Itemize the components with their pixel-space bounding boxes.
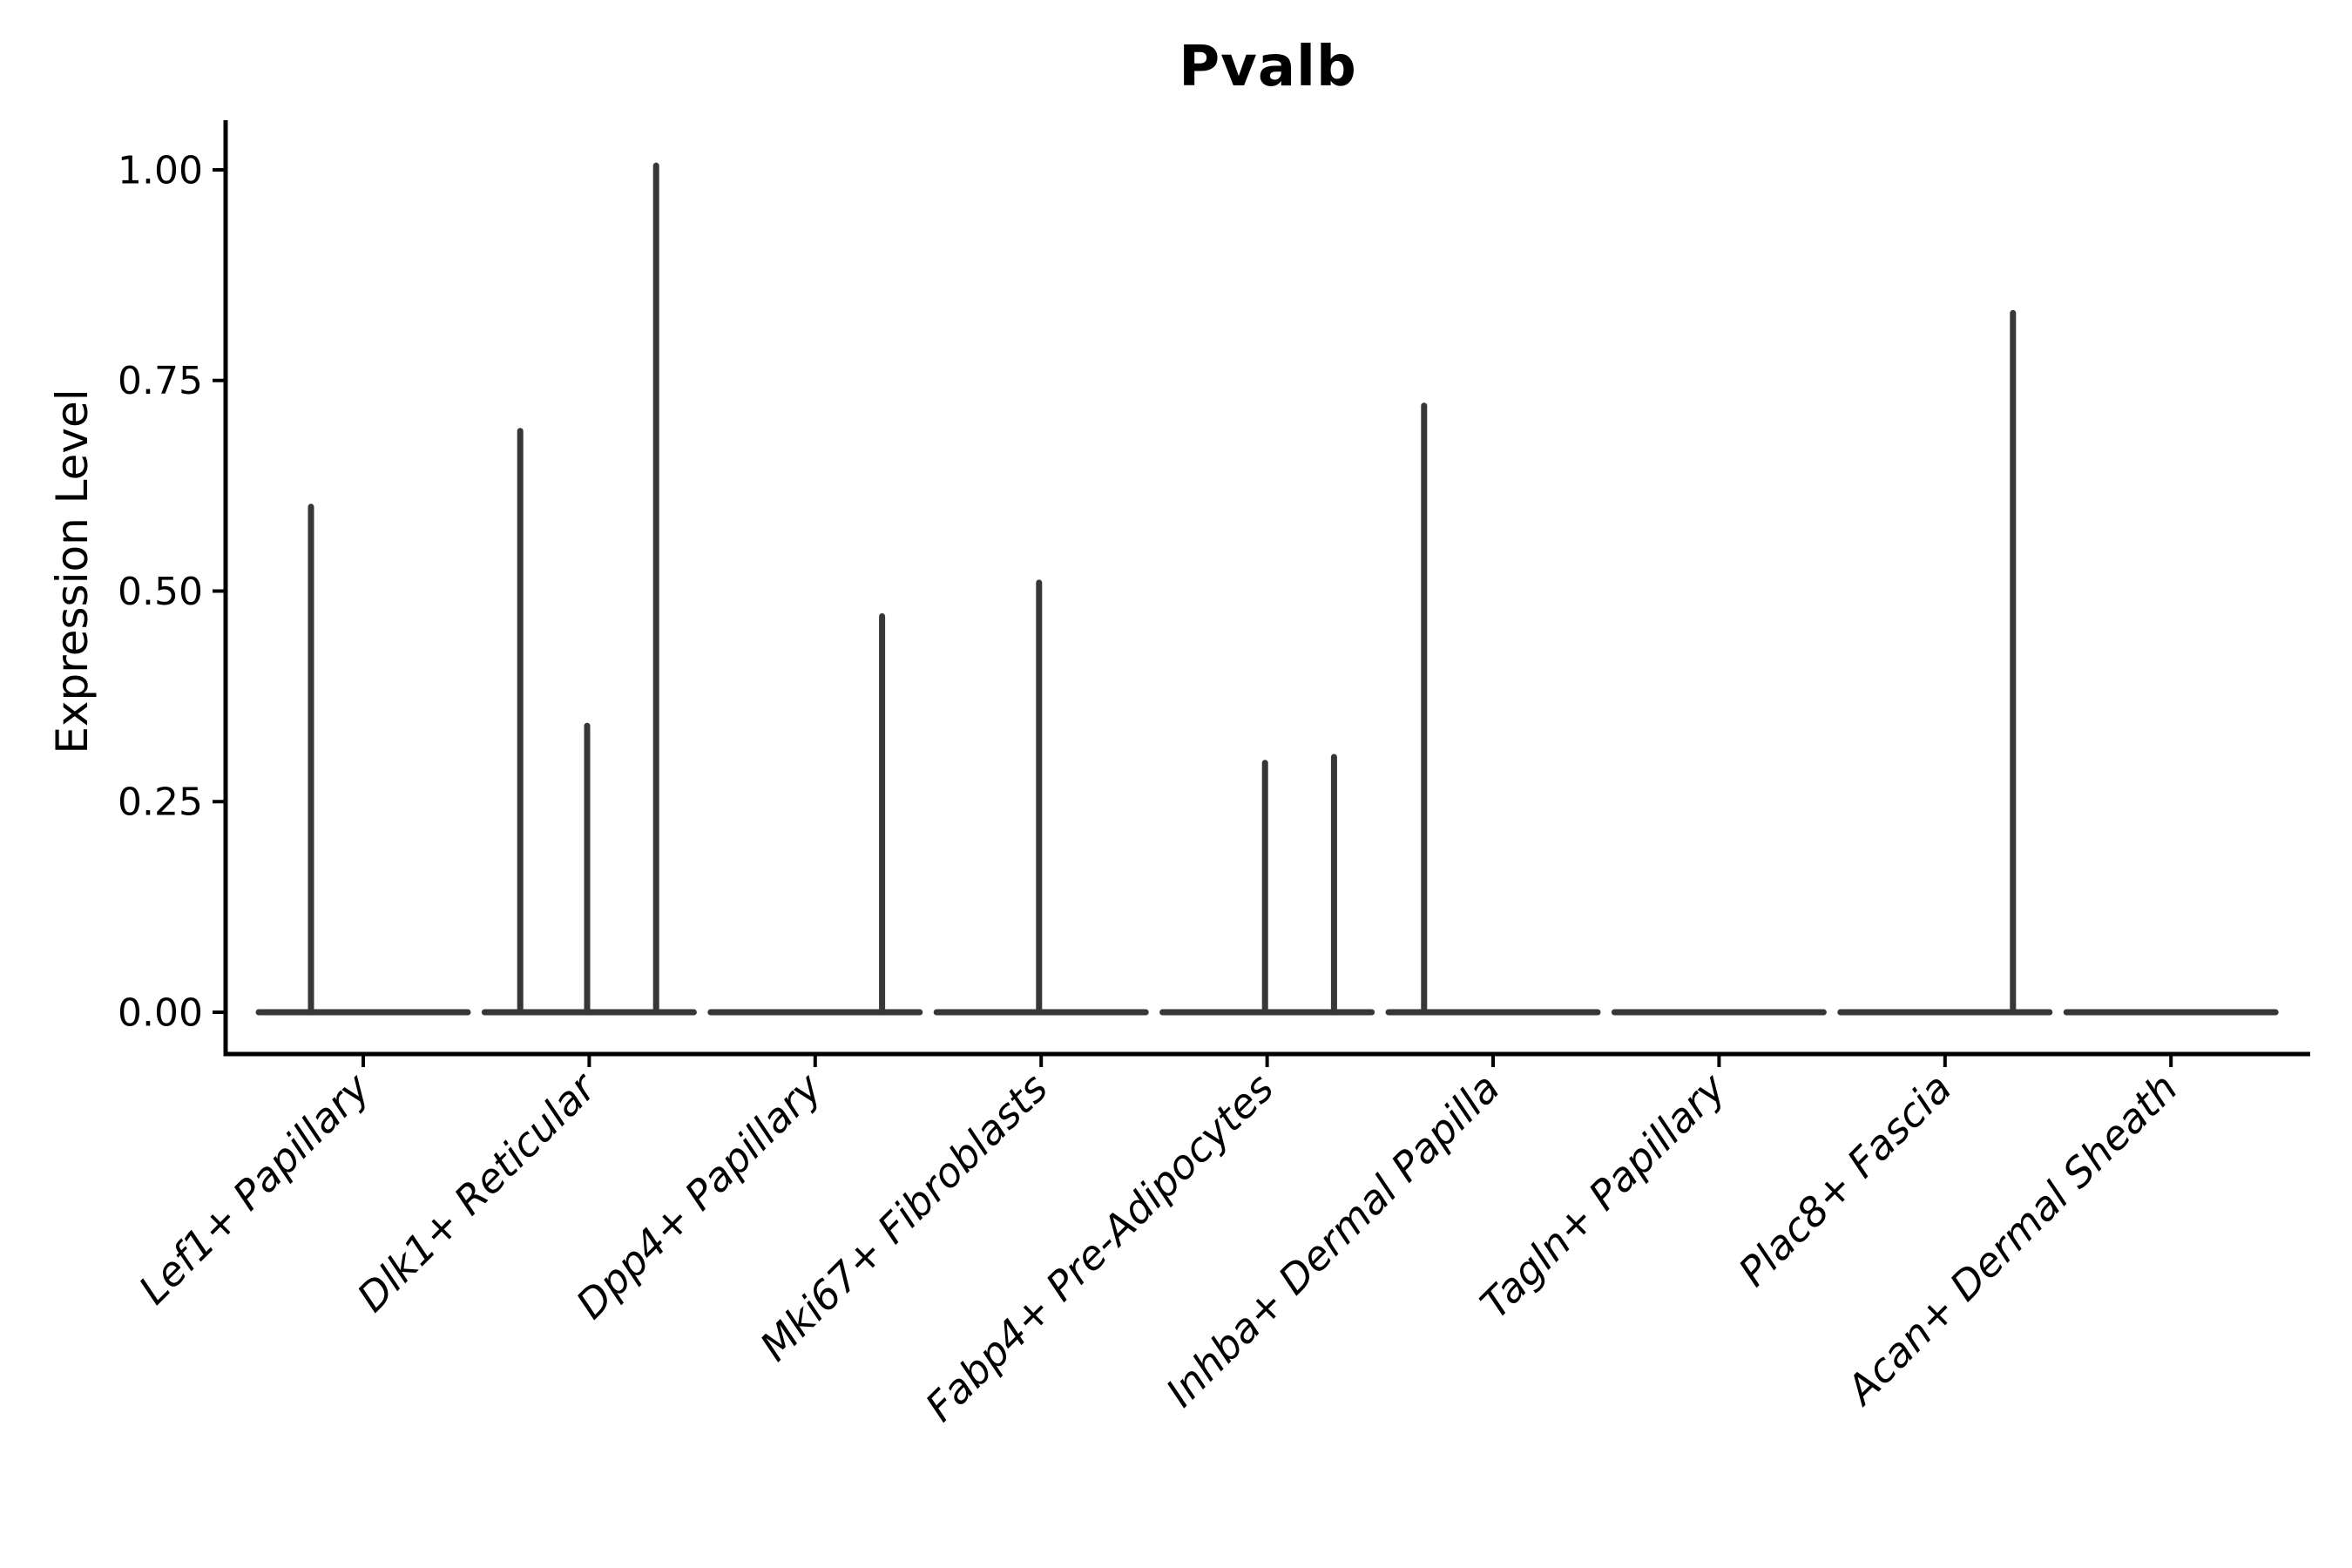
x-tick-label: Plac8+ Fascia xyxy=(1729,1064,1960,1295)
chart-title: Pvalb xyxy=(1179,35,1357,99)
y-tick-label: 1.00 xyxy=(118,148,203,193)
x-tick-label: Lef1+ Papillary xyxy=(130,1064,379,1313)
x-tick-label: Dpp4+ Papillary xyxy=(567,1064,831,1328)
x-tick-label: Tagln+ Papillary xyxy=(1471,1064,1735,1328)
y-tick-label: 0.75 xyxy=(118,359,203,403)
y-axis-label: Expression Level xyxy=(47,389,98,754)
x-tick-label: Dlk1+ Reticular xyxy=(348,1062,607,1321)
y-tick-label: 0.25 xyxy=(118,781,203,825)
y-tick-label: 0.50 xyxy=(118,570,203,614)
y-tick-label: 0.00 xyxy=(118,990,203,1035)
